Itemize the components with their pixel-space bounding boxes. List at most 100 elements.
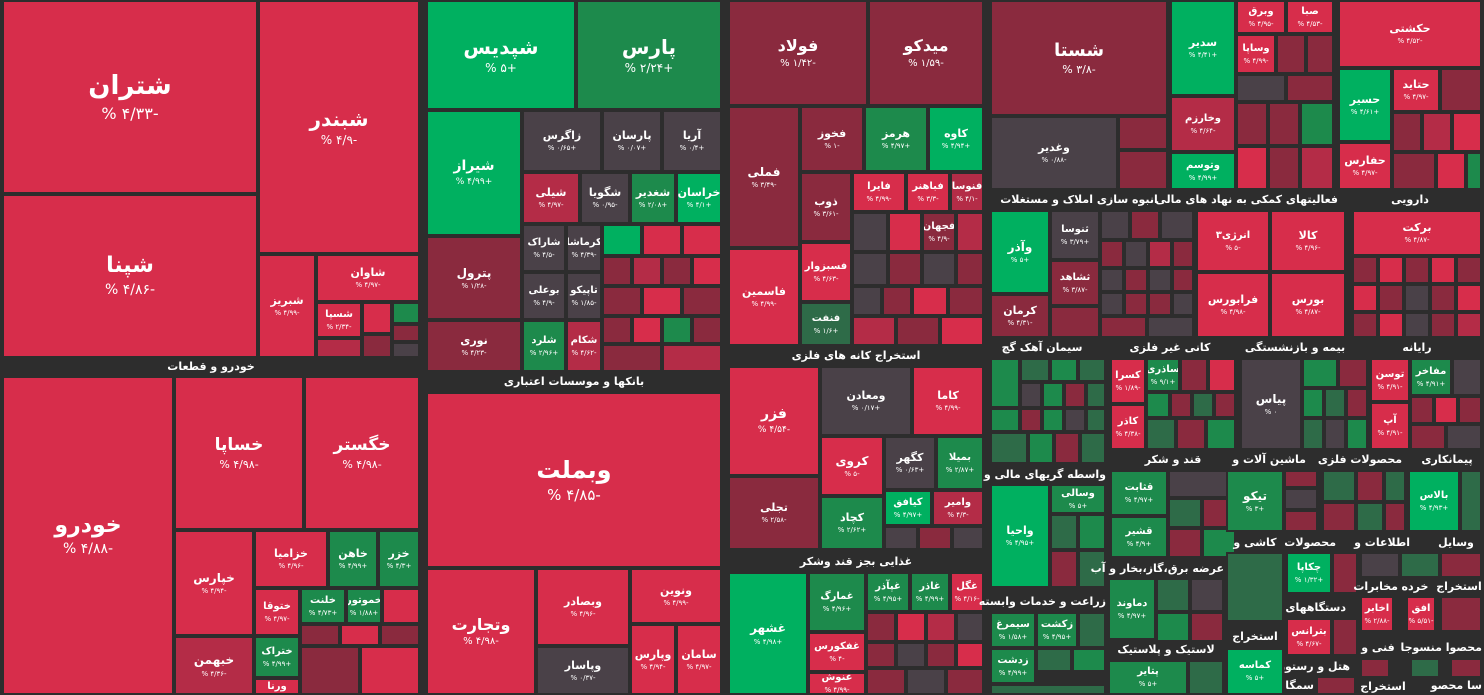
tile-small[interactable]	[1316, 676, 1356, 695]
tile-small[interactable]	[1236, 102, 1268, 146]
tile-hafars[interactable]: حفارس -۴/۹۷ %	[1338, 142, 1392, 190]
tile-small[interactable]	[1384, 470, 1406, 502]
tile-sanusa[interactable]: ثنوسا +۳/۷۹ %	[1050, 210, 1100, 260]
tile-small[interactable]	[1446, 424, 1482, 450]
tile-small[interactable]	[1440, 68, 1482, 112]
tile-small[interactable]	[990, 432, 1028, 464]
tile-small[interactable]	[1168, 498, 1202, 528]
tile-fejhan[interactable]: فجهان -۴/۹ %	[922, 212, 956, 252]
tile-barekat[interactable]: برکت -۴/۸۷ %	[1352, 210, 1482, 256]
tile-small[interactable]	[1322, 470, 1356, 502]
tile-small[interactable]	[1440, 552, 1482, 578]
tile-small[interactable]	[852, 212, 888, 252]
tile-small[interactable]	[1430, 256, 1456, 284]
tile-small[interactable]	[888, 212, 922, 252]
tile-small[interactable]	[1352, 256, 1378, 284]
tile-small[interactable]	[1160, 210, 1194, 240]
tile-foolad[interactable]: فولاد -۱/۴۲ %	[728, 0, 868, 106]
tile-small[interactable]	[1410, 396, 1434, 424]
tile-small[interactable]	[1452, 112, 1482, 152]
tile-zakhzat[interactable]: زکشت +۴/۹۵ %	[1036, 612, 1078, 648]
tile-khetrak[interactable]: ختراک +۴/۹۹ %	[254, 636, 300, 678]
tile-shekam[interactable]: شکام -۴/۶۲ %	[566, 320, 602, 372]
tile-zandasht[interactable]: زدشت +۴/۹۹ %	[990, 648, 1036, 684]
tile-small[interactable]	[1378, 284, 1404, 312]
tile-vepars[interactable]: وپارس -۴/۹۴ %	[630, 624, 676, 695]
tile-small[interactable]	[642, 286, 682, 316]
tile-small[interactable]	[1378, 312, 1404, 338]
tile-small[interactable]	[896, 316, 940, 346]
tile-sharak[interactable]: شاراک -۴/۵ %	[522, 224, 566, 272]
tile-khelent[interactable]: خلنت +۴/۷۳ %	[300, 588, 346, 624]
tile-small[interactable]	[1286, 74, 1334, 102]
tile-koroy[interactable]: کروی -۵ %	[820, 436, 884, 496]
tile-small[interactable]	[852, 252, 888, 286]
tile-small[interactable]	[1036, 648, 1072, 672]
tile-bouali[interactable]: بوعلی -۴/۹ %	[522, 272, 566, 320]
tile-small[interactable]	[1124, 268, 1148, 292]
tile-bemila[interactable]: بمیلا +۲/۸۷ %	[936, 436, 984, 490]
tile-fabahonar[interactable]: فباهنر -۳/۳ %	[906, 172, 950, 212]
tile-kechad[interactable]: کچاد +۲/۶۲ %	[820, 496, 884, 550]
tile-small[interactable]	[956, 642, 984, 668]
tile-small[interactable]	[952, 526, 984, 550]
tile-vasaly[interactable]: وسالی +۵ %	[1050, 484, 1106, 514]
tile-ghazar[interactable]: غاذر +۴/۹۹ %	[910, 572, 950, 612]
tile-small[interactable]	[1400, 552, 1440, 578]
tile-small[interactable]	[1458, 396, 1482, 424]
tile-small[interactable]	[1410, 424, 1446, 450]
tile-small[interactable]	[1172, 268, 1194, 292]
tile-small[interactable]	[1028, 432, 1054, 464]
tile-small[interactable]	[1050, 514, 1078, 550]
tile-small[interactable]	[1168, 528, 1202, 558]
tile-small[interactable]	[1100, 268, 1124, 292]
tile-vaghdir[interactable]: وغدیر -۰/۸۸ %	[990, 116, 1118, 190]
tile-kafagh[interactable]: کیافق +۴/۹۷ %	[884, 490, 932, 526]
tile-small[interactable]	[1146, 418, 1176, 450]
tile-vatejarat[interactable]: وتجارت -۴/۹۸ %	[426, 568, 536, 695]
tile-zagros[interactable]: زاگرس +۰/۶۵ %	[522, 110, 602, 172]
tile-small[interactable]	[1020, 358, 1050, 382]
tile-small[interactable]	[888, 252, 922, 286]
tile-small[interactable]	[1042, 408, 1064, 432]
tile-shetran[interactable]: شتران -۴/۳۳ %	[2, 0, 258, 194]
tile-ghegol[interactable]: غگل -۴/۱۶ %	[950, 572, 984, 612]
tile-small[interactable]	[1404, 256, 1430, 284]
tile-sedir[interactable]: سدیر +۴/۴۱ %	[1170, 0, 1236, 96]
tile-small[interactable]	[1284, 510, 1318, 532]
tile-shebandar[interactable]: شبندر -۴/۹ %	[258, 0, 420, 254]
tile-small[interactable]	[940, 316, 984, 346]
tile-small[interactable]	[1378, 256, 1404, 284]
tile-shabriz[interactable]: شبریز -۴/۹۹ %	[258, 254, 316, 358]
tile-small[interactable]	[1226, 552, 1284, 622]
tile-ghshahr[interactable]: غشهر +۴/۹۸ %	[728, 572, 808, 695]
tile-small[interactable]	[692, 316, 722, 344]
tile-zob[interactable]: ذوب -۳/۶۱ %	[800, 172, 852, 242]
tile-kesra[interactable]: کسرا -۱/۸۹ %	[1110, 358, 1146, 404]
tile-small[interactable]	[682, 286, 722, 316]
tile-small[interactable]	[884, 526, 918, 550]
tile-sheli[interactable]: شیلی -۴/۹۷ %	[522, 172, 580, 224]
tile-small[interactable]	[632, 256, 662, 286]
tile-small[interactable]	[1072, 648, 1106, 672]
tile-peyas[interactable]: پیاس ۰ %	[1240, 358, 1302, 450]
tile-small[interactable]	[1352, 312, 1378, 338]
tile-khodro[interactable]: خودرو -۴/۸۸ %	[2, 376, 174, 695]
tile-fesabzevar[interactable]: فسبزوار -۴/۶۳ %	[800, 242, 852, 302]
tile-shesepa[interactable]: شسپا -۲/۳۴ %	[316, 302, 362, 338]
tile-small[interactable]	[990, 684, 1106, 695]
tile-kerman[interactable]: کرمان -۴/۳۱ %	[990, 294, 1050, 338]
tile-petrol[interactable]: پترول -۱/۲۸ %	[426, 236, 522, 320]
tile-khaz[interactable]: خزر +۴/۳ %	[378, 530, 420, 588]
tile-kaser[interactable]: کاذر -۴/۳۸ %	[1110, 404, 1146, 450]
tile-small[interactable]	[1206, 418, 1236, 450]
tile-small[interactable]	[1352, 284, 1378, 312]
tile-small[interactable]	[1118, 150, 1168, 190]
tile-small[interactable]	[1456, 256, 1482, 284]
tile-small[interactable]	[1192, 392, 1214, 418]
tile-betranes[interactable]: بترانس -۴/۶۷ %	[1286, 618, 1332, 656]
tile-small[interactable]	[380, 624, 420, 646]
tile-small[interactable]	[692, 256, 722, 286]
tile-small[interactable]	[852, 286, 882, 316]
tile-small[interactable]	[956, 612, 984, 642]
